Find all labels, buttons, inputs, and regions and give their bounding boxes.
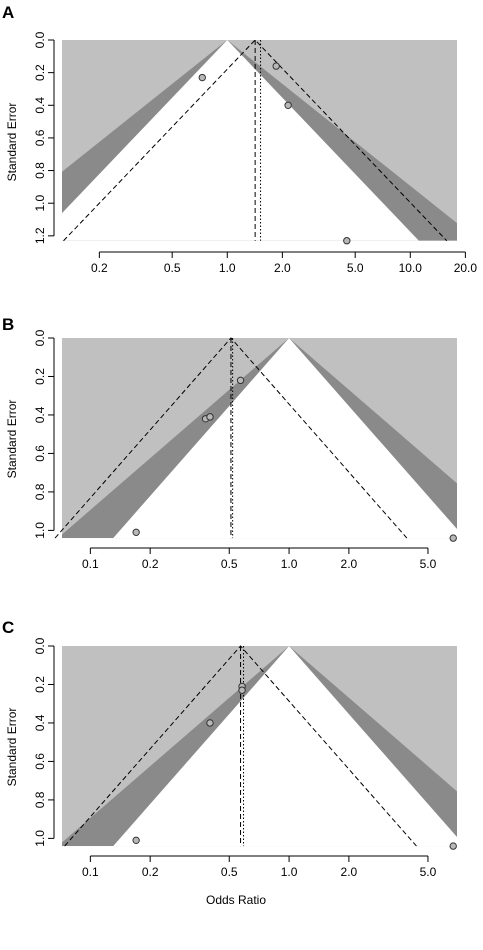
y-tick-label: 0.8 (33, 162, 47, 179)
non-significance-region (113, 646, 457, 847)
y-tick-label: 0.8 (33, 483, 47, 500)
y-tick-label: 0.4 (33, 406, 47, 423)
non-significance-region (113, 338, 457, 539)
axes: 0.1 0.2 0.5 1.0 2.0 5.0 0.0 0.2 0.4 0.6 0.8 1.0 (33, 329, 437, 571)
study-point (198, 73, 206, 82)
x-tick-label: 5.0 (420, 557, 437, 571)
contour-regions (62, 338, 457, 539)
x-tick-label: 10.0 (399, 261, 423, 275)
y-tick-label: 0.0 (33, 329, 47, 346)
study-point (132, 836, 140, 845)
study-point (449, 842, 457, 850)
x-tick-label: 2.0 (274, 261, 291, 275)
y-tick-label: 1.2 (33, 227, 47, 244)
funnel-plot-panel-a: 0.2 0.5 1.0 2.0 5.0 10.0 20.0 0.0 0.2 0.4 0.6 0.8 1.… (2, 3, 477, 275)
y-tick-label: 0.4 (33, 714, 47, 731)
y-tick-label: 1.0 (33, 522, 47, 539)
funnel-plot-panel-b: 0.1 0.2 0.5 1.0 2.0 5.0 0.0 0.2 0.4 0.6 0.8 1.0 Stan… (2, 315, 457, 571)
y-tick-label: 0.2 (33, 676, 47, 693)
funnel-plot-panel-c: 0.1 0.2 0.5 1.0 2.0 5.0 0.0 0.2 0.4 0.6 0.8 1.0 Stan… (2, 618, 457, 907)
y-axis-title: Standard Error (5, 103, 19, 182)
y-tick-label: 0.0 (33, 31, 47, 48)
x-tick-label: 1.0 (219, 261, 236, 275)
panel-label: A (2, 3, 14, 22)
y-tick-label: 0.6 (33, 445, 47, 462)
y-axis-title: Standard Error (5, 708, 19, 787)
y-tick-label: 0.6 (33, 753, 47, 770)
contour-regions (62, 40, 457, 241)
y-tick-label: 0.2 (33, 368, 47, 385)
study-point (238, 686, 246, 694)
y-tick-label: 0.0 (33, 637, 47, 654)
x-tick-label: 0.2 (142, 865, 159, 879)
study-point (284, 101, 292, 109)
x-tick-label: 2.0 (341, 557, 358, 571)
x-tick-label: 0.1 (82, 865, 99, 879)
study-point (272, 62, 280, 70)
y-tick-label: 0.2 (33, 64, 47, 81)
x-tick-label: 0.5 (221, 557, 238, 571)
y-tick-label: 0.8 (33, 791, 47, 808)
y-axis-title: Standard Error (5, 400, 19, 479)
x-tick-label: 2.0 (341, 865, 358, 879)
study-point (206, 719, 214, 727)
x-axis-title: Odds Ratio (206, 893, 266, 907)
y-tick-label: 1.0 (33, 830, 47, 847)
y-tick-label: 0.6 (33, 129, 47, 146)
funnel-ci-lines (63, 39, 448, 242)
contour-regions (62, 646, 457, 847)
axes: 0.2 0.5 1.0 2.0 5.0 10.0 20.0 0.0 0.2 0.4 0.6 0.8 1.… (33, 31, 477, 275)
funnel-ci-lines (64, 645, 417, 847)
panel-label: C (2, 618, 14, 637)
non-significance-region (62, 40, 419, 241)
x-tick-label: 20.0 (454, 261, 478, 275)
x-tick-label: 0.2 (142, 557, 159, 571)
x-tick-label: 0.5 (164, 261, 181, 275)
x-tick-label: 1.0 (281, 865, 298, 879)
study-point (236, 376, 245, 385)
x-tick-label: 0.1 (82, 557, 99, 571)
funnel-ci-lines (54, 337, 408, 539)
y-tick-label: 1.0 (33, 195, 47, 212)
x-tick-label: 5.0 (347, 261, 364, 275)
y-tick-label: 0.4 (33, 97, 47, 114)
x-tick-label: 1.0 (281, 557, 298, 571)
x-tick-label: 5.0 (420, 865, 437, 879)
panel-label: B (2, 315, 14, 334)
study-point (449, 534, 457, 542)
study-point (132, 528, 140, 537)
axes: 0.1 0.2 0.5 1.0 2.0 5.0 0.0 0.2 0.4 0.6 0.8 1.0 (33, 637, 437, 879)
x-tick-label: 0.2 (91, 261, 108, 275)
x-tick-label: 0.5 (221, 865, 238, 879)
study-point (343, 237, 351, 245)
study-point (206, 413, 214, 421)
